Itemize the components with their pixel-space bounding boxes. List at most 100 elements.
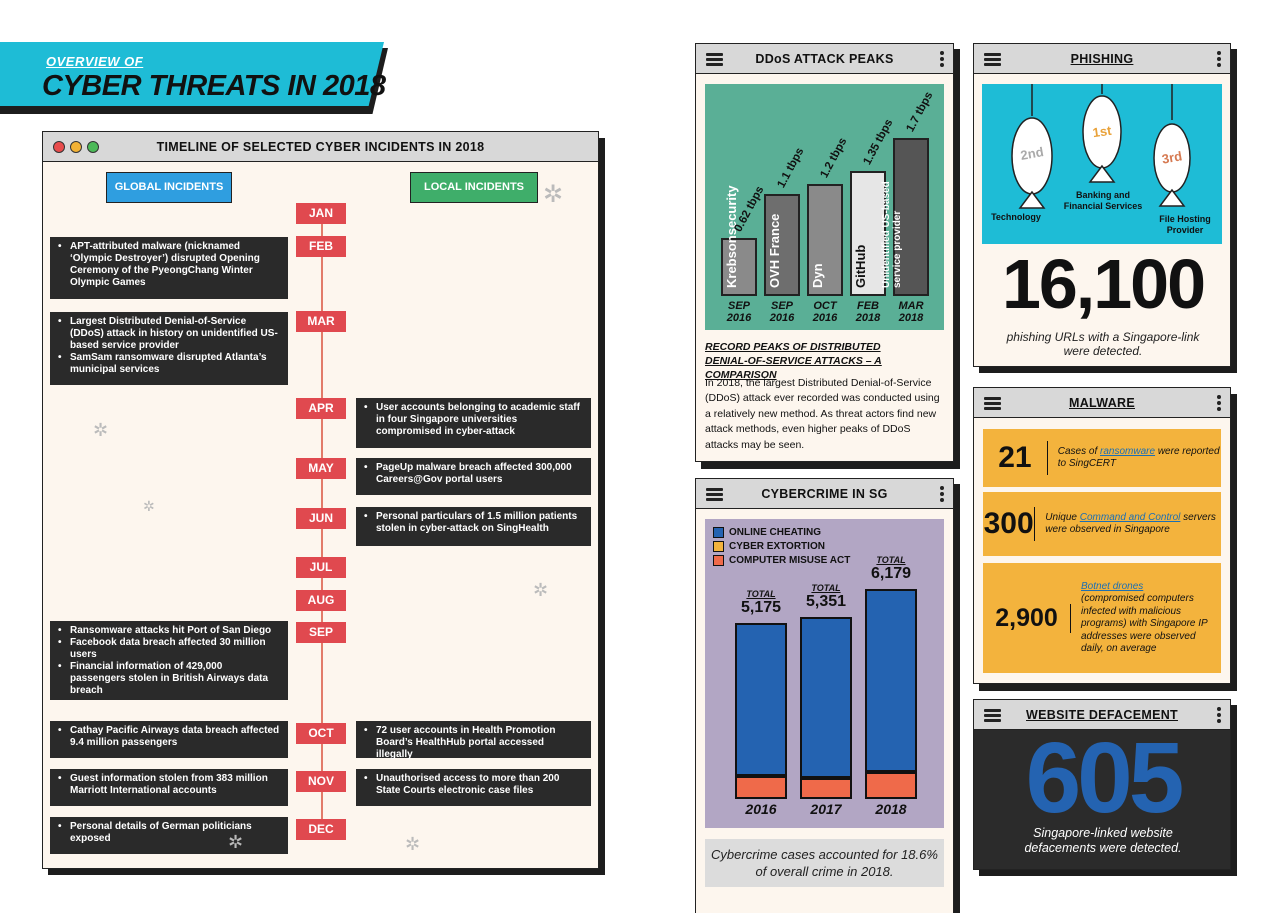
phishing-window: PHISHING 2nd 1st 3rd Technology Banking … <box>973 43 1231 367</box>
global-event-feb: APT-attributed malware (nicknamed ‘Olymp… <box>50 237 288 299</box>
fish-icon <box>1153 123 1191 207</box>
close-dot-icon[interactable] <box>53 141 65 153</box>
cybercrime-segment <box>867 770 915 772</box>
ransomware-link[interactable]: ransomware <box>1100 445 1156 457</box>
more-icon[interactable] <box>1217 395 1221 413</box>
list-item: APT-attributed malware (nicknamed ‘Olymp… <box>58 241 280 289</box>
defacement-caption: Singapore-linked website defacements wer… <box>1024 826 1182 855</box>
month-jan: JAN <box>296 203 346 224</box>
cybercrime-chart: ONLINE CHEATING CYBER EXTORTION COMPUTER… <box>705 519 944 828</box>
more-icon[interactable] <box>1217 51 1221 69</box>
phishing-caption: phishing URLs with a Singapore-link were… <box>1006 330 1200 358</box>
month-apr: APR <box>296 398 346 419</box>
cybercrime-footer: Cybercrime cases accounted for 18.6% of … <box>705 839 944 887</box>
defacement-number: 605 <box>1025 722 1185 834</box>
botnet-link[interactable]: Botnet drones <box>1081 580 1144 592</box>
timeline-title: TIMELINE OF SELECTED CYBER INCIDENTS IN … <box>156 139 485 154</box>
bug-icon: ✲ <box>93 420 109 440</box>
ddos-bar-label: Unidentified US-based service provider <box>881 181 903 288</box>
minimize-dot-icon[interactable] <box>70 141 82 153</box>
malware-titlebar: MALWARE <box>974 388 1230 418</box>
malware-row-c2: 300 Unique Command and Control servers w… <box>983 492 1221 556</box>
global-event-nov: Guest information stolen from 383 millio… <box>50 769 288 806</box>
ddos-bar-label: Dyn <box>810 263 825 288</box>
ddos-bar-label: OVH France <box>767 213 782 288</box>
list-item: SamSam ransomware disrupted Atlanta’s mu… <box>58 352 280 376</box>
cybercrime-window: CYBERCRIME IN SG ONLINE CHEATING CYBER E… <box>695 478 954 913</box>
fish-label-banking: Banking and Financial Services <box>1063 190 1143 211</box>
global-event-oct: Cathay Pacific Airways data breach affec… <box>50 721 288 758</box>
defacement-window: WEBSITE DEFACEMENT 605 Singapore-linked … <box>973 699 1231 870</box>
fish-icon <box>1011 117 1053 209</box>
menu-icon[interactable] <box>984 397 1001 410</box>
month-oct: OCT <box>296 723 346 744</box>
list-item: Cathay Pacific Airways data breach affec… <box>58 725 280 749</box>
cybercrime-segment <box>867 772 915 797</box>
defacement-title: WEBSITE DEFACEMENT <box>1026 707 1178 722</box>
more-icon[interactable] <box>940 51 944 69</box>
timeline-window: TIMELINE OF SELECTED CYBER INCIDENTS IN … <box>42 131 599 869</box>
cybercrime-year-label: 2017 <box>810 801 842 817</box>
ddos-date-label: SEP 2016 <box>769 300 795 324</box>
month-nov: NOV <box>296 771 346 792</box>
cybercrime-segment <box>737 774 785 776</box>
malware-desc: Botnet drones (compromised computers inf… <box>1081 580 1208 655</box>
local-event-apr: User accounts belonging to academic staf… <box>356 398 591 448</box>
menu-icon[interactable] <box>706 53 723 66</box>
list-item: Financial information of 429,000 passeng… <box>58 661 280 697</box>
fish-hooks-graphic <box>1011 84 1191 209</box>
command-control-link[interactable]: Command and Control <box>1079 511 1181 523</box>
local-event-jun: Personal particulars of 1.5 million pati… <box>356 507 591 546</box>
phishing-titlebar: PHISHING <box>974 44 1230 74</box>
bug-icon: ✲ <box>228 832 244 852</box>
month-feb: FEB <box>296 236 346 257</box>
month-may: MAY <box>296 458 346 479</box>
ddos-chart: Krebsonsecurity 0.62 tbps SEP 2016 OVH Fran… <box>705 84 944 330</box>
ddos-titlebar: DDoS ATTACK PEAKS <box>696 44 953 74</box>
cybercrime-titlebar: CYBERCRIME IN SG <box>696 479 953 509</box>
month-dec: DEC <box>296 819 346 840</box>
legend-online-cheating: ONLINE CHEATING <box>713 527 850 538</box>
cybercrime-segment <box>867 591 915 770</box>
window-controls[interactable] <box>53 141 99 153</box>
cybercrime-bar <box>865 589 917 799</box>
ddos-bar-label: Krebsonsecurity <box>724 185 739 288</box>
list-item: Ransomware attacks hit Port of San Diego <box>58 625 280 637</box>
ddos-value-label: 1.35 tbps <box>861 117 896 167</box>
phishing-title: PHISHING <box>1070 51 1134 66</box>
malware-count: 300 <box>983 507 1036 541</box>
menu-icon[interactable] <box>706 488 723 501</box>
month-mar: MAR <box>296 311 346 332</box>
cybercrime-year-label: 2016 <box>745 801 777 817</box>
global-event-dec: Personal details of German politicians e… <box>50 817 288 854</box>
list-item: Personal particulars of 1.5 million pati… <box>364 511 583 535</box>
more-icon[interactable] <box>940 486 944 504</box>
ddos-bar-label: GitHub <box>853 244 868 288</box>
cybercrime-bar <box>735 623 787 799</box>
ddos-date-label: OCT 2016 <box>812 300 838 324</box>
local-event-nov: Unauthorised access to more than 200 Sta… <box>356 769 591 806</box>
menu-icon[interactable] <box>984 709 1001 722</box>
month-sep: SEP <box>296 622 346 643</box>
cybercrime-segment <box>802 776 850 778</box>
list-item: 72 user accounts in Health Promotion Boa… <box>364 725 583 761</box>
malware-count: 2,900 <box>983 603 1071 633</box>
ddos-bar: OVH France <box>764 194 800 296</box>
cybercrime-total: TOTAL 5,351 <box>805 583 847 610</box>
fish-label-file-hosting: File Hosting Provider <box>1159 214 1211 235</box>
menu-icon[interactable] <box>984 53 1001 66</box>
more-icon[interactable] <box>1217 707 1221 725</box>
maximize-dot-icon[interactable] <box>87 141 99 153</box>
local-incidents-tab: LOCAL INCIDENTS <box>410 172 538 203</box>
timeline-titlebar: TIMELINE OF SELECTED CYBER INCIDENTS IN … <box>43 132 598 162</box>
legend-computer-misuse: COMPUTER MISUSE ACT <box>713 555 850 566</box>
list-item: Personal details of German politicians e… <box>58 821 280 845</box>
cybercrime-title: CYBERCRIME IN SG <box>761 486 888 501</box>
chart-legend: ONLINE CHEATING CYBER EXTORTION COMPUTER… <box>713 527 850 569</box>
local-event-oct: 72 user accounts in Health Promotion Boa… <box>356 721 591 761</box>
ddos-bar: Dyn <box>807 184 843 296</box>
title-banner <box>0 42 384 106</box>
cybercrime-bar <box>800 617 852 799</box>
list-item: Guest information stolen from 383 millio… <box>58 773 280 797</box>
ddos-heading: RECORD PEAKS OF DISTRIBUTED DENIAL-OF-SE… <box>705 341 882 381</box>
